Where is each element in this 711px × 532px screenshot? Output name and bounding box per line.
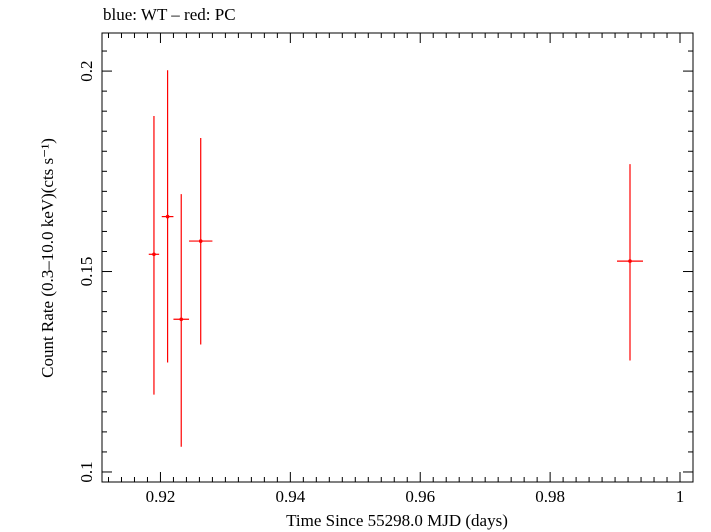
- y-tick-label: 0.15: [77, 257, 96, 287]
- y-tick-label: 0.2: [77, 60, 96, 81]
- y-axis-ticks: 0.1 0.15 0.2: [77, 50, 693, 483]
- data-point: [148, 115, 160, 395]
- y-axis-label: Count Rate (0.3–10.0 keV)(cts s⁻¹): [38, 138, 57, 378]
- x-axis-label: Time Since 55298.0 MJD (days): [286, 511, 508, 530]
- x-tick-label: 0.98: [535, 487, 565, 506]
- point-marker: [179, 317, 184, 322]
- x-tick-label: 0.94: [275, 487, 305, 506]
- x-tick-label: 0.96: [405, 487, 435, 506]
- plot-frame: [101, 32, 694, 483]
- point-marker: [165, 214, 170, 219]
- x-axis-ticks: 0.92 0.94 0.96 0.98 1: [107, 33, 694, 506]
- data-point: [617, 164, 643, 361]
- point-marker: [628, 259, 632, 263]
- data-point: [161, 70, 174, 363]
- x-tick-label: 1: [676, 487, 685, 506]
- data-point: [189, 138, 213, 345]
- x-tick-label: 0.92: [146, 487, 176, 506]
- chart-title: blue: WT – red: PC: [103, 5, 236, 24]
- y-tick-label: 0.1: [77, 461, 96, 482]
- point-marker: [198, 239, 203, 243]
- data-point: [173, 194, 190, 447]
- point-marker: [152, 252, 156, 257]
- data-points: [148, 70, 643, 447]
